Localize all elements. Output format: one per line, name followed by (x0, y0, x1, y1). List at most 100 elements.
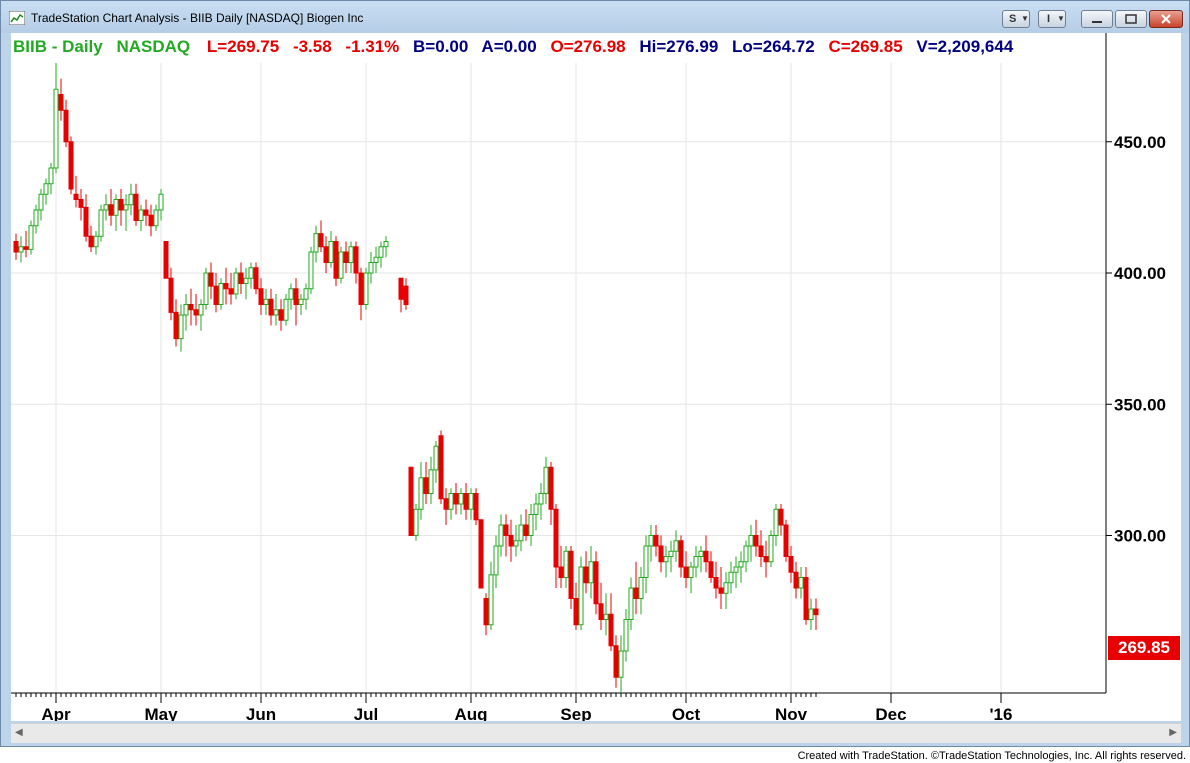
candle-body (328, 241, 334, 263)
candle-body (293, 288, 299, 305)
candle-body (243, 277, 249, 284)
candle-body (658, 545, 664, 563)
candle-body (218, 283, 224, 305)
candle-body (348, 246, 354, 263)
close-button[interactable] (1149, 10, 1183, 28)
candle-body (93, 235, 99, 248)
candle-body (173, 311, 179, 340)
chart-app-icon (9, 11, 25, 25)
indicator-menu-button[interactable]: I ▼ (1038, 10, 1066, 28)
volume: V=2,209,644 (916, 37, 1014, 56)
scroll-left-icon[interactable]: ◀ (15, 727, 23, 738)
chart-area[interactable]: 450.00 400.00 350.00 300.00 Apr May Jun Jul Aug S… (11, 33, 1181, 721)
candle-body (23, 246, 29, 250)
candle-body (383, 241, 389, 248)
candle-body (178, 314, 184, 340)
candle-body (508, 535, 514, 547)
candle-body (763, 556, 769, 563)
candle-body (308, 251, 314, 290)
candle-body (338, 251, 344, 279)
candle-body (193, 309, 199, 316)
maximize-button[interactable] (1115, 10, 1147, 28)
candle-body (108, 204, 114, 216)
candle-body (303, 288, 309, 300)
candle-body (148, 214, 154, 227)
candle-body (468, 493, 474, 510)
close-icon (1161, 14, 1171, 24)
style-menu-button[interactable]: S ▼ (1002, 10, 1030, 28)
candle-body (408, 466, 414, 536)
candle-body (568, 550, 574, 599)
candle-body (98, 209, 104, 237)
candle-body (798, 577, 804, 589)
candle-body (758, 545, 764, 557)
candle-body (298, 298, 304, 305)
candle-body (713, 577, 719, 589)
candle-body (773, 508, 779, 536)
candle-body (428, 469, 434, 494)
chevron-down-icon: ▼ (1057, 14, 1065, 23)
candle-body (268, 298, 274, 316)
candle-body (598, 603, 604, 620)
title-bar[interactable]: TradeStation Chart Analysis - BIIB Daily… (1, 1, 1189, 33)
candle-body (213, 285, 219, 305)
candle-body (563, 550, 569, 578)
candle-body (618, 650, 624, 678)
candle-body (513, 540, 519, 547)
candle-body (743, 545, 749, 563)
candle-body (738, 561, 744, 568)
candle-body (158, 193, 164, 211)
x-tick-label: Nov (775, 705, 808, 721)
candle-body (478, 519, 484, 589)
candle-body (318, 233, 324, 248)
candle-body (38, 193, 44, 211)
candle-body (463, 493, 469, 510)
candle-body (128, 193, 134, 206)
candle-body (623, 619, 629, 652)
candle-body (678, 540, 684, 568)
chevron-down-icon: ▼ (1021, 14, 1029, 23)
candle-body (238, 272, 244, 284)
last-price-marker: 269.85 (1108, 636, 1180, 660)
price-chart[interactable]: 450.00 400.00 350.00 300.00 Apr May Jun Jul Aug S… (11, 33, 1181, 721)
candle-body (143, 209, 149, 216)
candle-body (28, 225, 34, 250)
candle-body (783, 524, 789, 557)
candle-body (188, 304, 194, 311)
candle-body (453, 493, 459, 505)
style-button-label: S (1009, 13, 1017, 25)
candle-body (58, 94, 64, 111)
candle-body (43, 183, 49, 195)
symbol-label: BIIB - Daily (13, 37, 103, 56)
x-tick-label: Sep (560, 705, 591, 721)
candle-body (33, 209, 39, 227)
y-tick-label: 450.00 (1114, 133, 1166, 152)
last-price: L=269.75 (206, 37, 280, 56)
minimize-icon (1092, 21, 1102, 23)
candle-body (288, 288, 294, 300)
candle-body (13, 241, 19, 253)
candle-body (83, 206, 89, 237)
candle-body (48, 167, 54, 185)
candle-body (728, 571, 734, 584)
candle-body (523, 524, 529, 536)
candle-body (233, 272, 239, 295)
candle-body (673, 540, 679, 552)
x-tick-label: Oct (672, 705, 701, 721)
candle-body (368, 262, 374, 274)
candle-body (168, 277, 174, 313)
minimize-button[interactable] (1081, 10, 1113, 28)
candle-body (583, 566, 589, 584)
candle-body (418, 477, 424, 510)
x-tick-label: Dec (875, 705, 906, 721)
candle-body (343, 251, 349, 263)
candle-body (363, 272, 369, 305)
candle-body (663, 556, 669, 563)
x-tick-label: May (144, 705, 178, 721)
scroll-right-icon[interactable]: ▶ (1169, 727, 1177, 738)
candle-body (53, 88, 59, 169)
horizontal-scrollbar[interactable]: ◀ ▶ (11, 723, 1181, 743)
candle-body (203, 272, 209, 305)
candle-body (133, 193, 139, 221)
candle-body (223, 283, 229, 290)
